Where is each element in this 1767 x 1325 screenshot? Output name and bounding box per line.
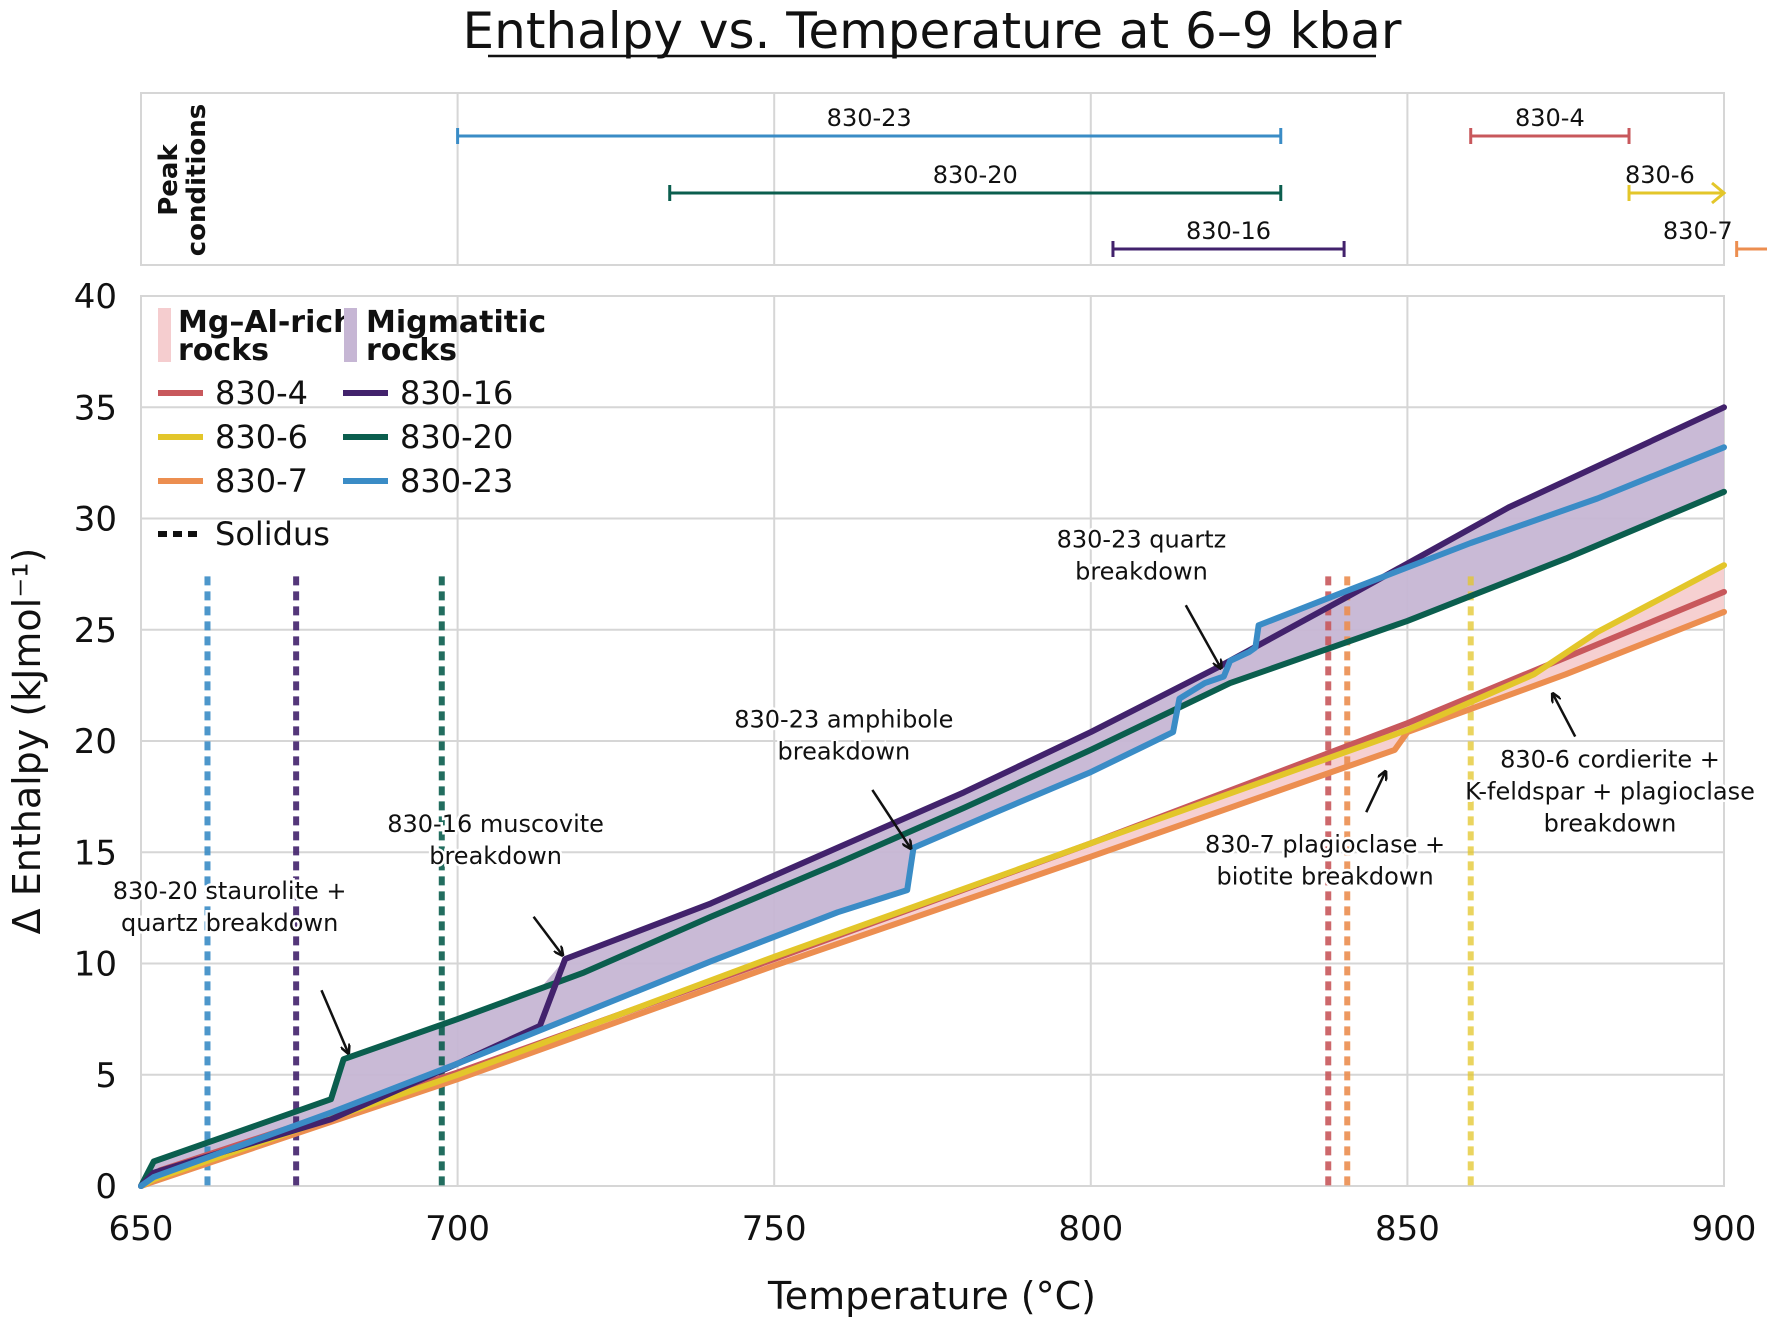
y-axis-label: Δ Enthalpy (kJmol⁻¹) (5, 548, 49, 935)
annotation-arrow (871, 789, 910, 848)
legend-label-830-16: 830-16 (400, 374, 513, 412)
legend-label-solidus: Solidus (215, 515, 330, 553)
x-tick-label: 750 (742, 1209, 807, 1249)
legend-label-830-4: 830-4 (215, 374, 308, 412)
peak-range-label: 830-16 (1186, 217, 1271, 245)
x-axis-label: Temperature (°C) (767, 1274, 1096, 1318)
axes: 650 700 750 800 850 900 0 5 10 15 20 25 30 35 40 (74, 277, 1757, 1249)
x-tick-label: 900 (1692, 1209, 1757, 1249)
legend-label-830-7: 830-7 (215, 462, 308, 500)
gridlines (141, 296, 1724, 1186)
peak-conditions-panel: Peak conditions 830-23830-20830-16830-48… (140, 92, 1767, 266)
annotation-text: 830-7 plagioclase + (1205, 830, 1445, 858)
x-tick-label: 800 (1058, 1209, 1123, 1249)
legend-swatch-mg-al-rich (158, 308, 171, 362)
legend-label-830-23: 830-23 (400, 462, 513, 500)
legend: Mg–Al-richrocksMigmatiticrocks830-4830-6… (158, 305, 546, 553)
peak-panel-label-line2: conditions (182, 104, 212, 257)
series-line-830-23 (138, 444, 1727, 1189)
annotation-text: 830-6 cordierite + (1500, 746, 1720, 774)
peak-panel-frame (140, 92, 1725, 266)
annotation-arrow (1553, 694, 1577, 738)
x-tick-label: 700 (425, 1209, 490, 1249)
legend-label-830-6: 830-6 (215, 418, 308, 456)
y-tick-label: 15 (74, 833, 117, 873)
peak-range-830-20: 830-20 (668, 161, 1283, 201)
annotation-text: biotite breakdown (1216, 862, 1433, 890)
peak-range-label: 830-23 (827, 104, 912, 132)
y-tick-label: 30 (74, 500, 117, 540)
peak-range-label: 830-7 (1663, 217, 1733, 245)
solidus-lines (204, 576, 1474, 1186)
series-line-830-20 (138, 488, 1727, 1189)
peak-ranges: 830-23 830-20 830-16 830-4 830-6 830-7 (456, 104, 1767, 257)
legend-label-830-20: 830-20 (400, 418, 513, 456)
y-tick-label: 5 (95, 1056, 117, 1096)
annotation-1: 830-20 staurolite + quartz breakdown (110, 874, 348, 1053)
peak-range-830-7: 830-7 (1663, 217, 1767, 257)
annotation-text: quartz breakdown (121, 909, 338, 937)
peak-range-open-arrow (1711, 181, 1727, 205)
annotation-text: 830-20 staurolite + (113, 877, 347, 905)
peak-panel-label-line1: Peak (154, 144, 184, 216)
x-tick-label: 650 (109, 1209, 174, 1249)
y-tick-label: 0 (95, 1167, 117, 1207)
y-tick-label: 10 (74, 945, 117, 985)
annotation-text: K-feldspar + plagioclase (1465, 778, 1755, 806)
y-tick-label: 40 (74, 277, 117, 317)
plot-area: 830-20 staurolite + quartz breakdown 830-1… (110, 295, 1757, 1189)
legend-group-mg-al-rich: rocks (178, 333, 269, 368)
annotation-text: breakdown (1544, 810, 1677, 838)
peak-range-830-4: 830-4 (1469, 104, 1631, 144)
annotation-text: 830-16 muscovite (387, 810, 604, 838)
annotation-text: breakdown (429, 842, 562, 870)
annotation-arrow (532, 916, 562, 955)
legend-group-migmatitic: Migmatitic (366, 305, 546, 340)
annotation-5: 830-7 plagioclase + biotite breakdown (1203, 772, 1448, 893)
peak-range-830-16: 830-16 (1111, 217, 1346, 257)
peak-range-label: 830-6 (1625, 161, 1695, 189)
peak-range-label: 830-4 (1515, 104, 1585, 132)
peak-range-label: 830-20 (933, 161, 1018, 189)
annotation-text: breakdown (1075, 557, 1208, 585)
annotations: 830-20 staurolite + quartz breakdown 830-1… (110, 523, 1757, 1053)
annotation-text: 830-23 amphibole (734, 706, 953, 734)
y-tick-label: 35 (74, 388, 117, 428)
peak-range-830-23: 830-23 (456, 104, 1283, 144)
annotation-3: 830-23 amphibole breakdown (732, 703, 956, 848)
annotation-text: breakdown (778, 738, 911, 766)
series-line-830-16 (138, 404, 1727, 1189)
annotation-2: 830-16 muscovite breakdown (385, 808, 606, 955)
legend-group-mg-al-rich: Mg–Al-rich (178, 305, 355, 340)
annotation-arrow (320, 989, 348, 1052)
y-tick-label: 20 (74, 722, 117, 762)
annotation-6: 830-6 cordierite + K-feldspar + plagiocla… (1463, 694, 1757, 840)
y-tick-label: 25 (74, 611, 117, 651)
legend-swatch-migmatitic (344, 308, 357, 362)
series-lines (138, 404, 1727, 1189)
annotation-arrow (1184, 604, 1221, 667)
peak-panel-gridlines (456, 93, 1409, 265)
legend-group-migmatitic: rocks (366, 333, 457, 368)
peak-range-830-6: 830-6 (1625, 161, 1727, 205)
annotation-text: 830-23 quartz (1057, 525, 1227, 553)
x-tick-label: 850 (1375, 1209, 1440, 1249)
annotation-arrow (1365, 772, 1385, 813)
chart-title: Enthalpy vs. Temperature at 6–9 kbar (463, 2, 1402, 60)
annotation-4: 830-23 quartz breakdown (1054, 523, 1229, 667)
